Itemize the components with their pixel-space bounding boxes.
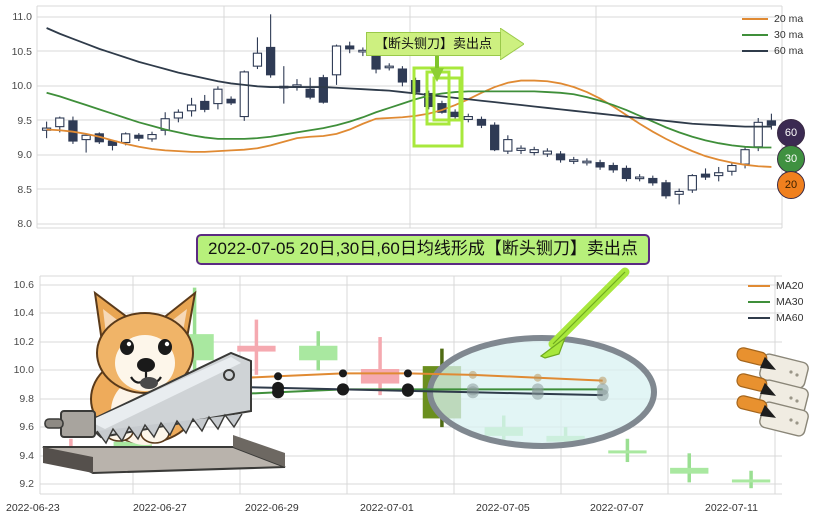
top-chart-grid <box>36 5 783 229</box>
sell-signal-tag-label: 【断头铡刀】卖出点 <box>366 32 502 56</box>
top-ma-lines-group <box>46 27 772 168</box>
ma20-legend-swatch-bottom <box>748 285 770 287</box>
top-ytick-10: 10.0 <box>11 80 32 92</box>
ma60-legend-swatch <box>742 50 768 52</box>
xtick-6: 2022-07-11 <box>705 502 758 514</box>
top-chart-legend: 20 ma 30 ma 60 ma <box>742 11 803 59</box>
corgi-guillotine-illustration <box>42 290 286 475</box>
xtick-4: 2022-07-05 <box>476 502 530 514</box>
bottom-ytick-98: 9.8 <box>19 393 34 405</box>
bottom-ytick-106: 10.6 <box>13 279 34 291</box>
ma20-legend-label: 20 ma <box>774 13 804 25</box>
cleaver-icon-ma20 <box>736 347 809 389</box>
ma30-legend-label: 30 ma <box>774 29 804 41</box>
ma30-legend-label-bottom: MA30 <box>776 296 804 308</box>
xtick-3: 2022-07-01 <box>360 502 414 514</box>
bottom-detail-panel: 10.6 10.4 10.2 10.0 9.8 9.6 9.4 9.2 MA20… <box>0 266 822 520</box>
signal-pointer-arrow-icon <box>539 267 630 359</box>
legend-item-ma60: 60 ma <box>742 43 803 59</box>
xtick-2: 2022-06-29 <box>245 502 299 514</box>
ma60-legend-label-bottom: MA60 <box>776 312 804 324</box>
cleaver-icon-ma60 <box>736 395 809 437</box>
cleaver-markers-group <box>736 347 809 437</box>
top-ytick-85: 8.5 <box>17 184 32 196</box>
top-ytick-11: 11.0 <box>12 11 32 23</box>
xtick-5: 2022-07-07 <box>590 502 644 514</box>
ma60-legend-label: 60 ma <box>774 45 804 57</box>
guillotine-cutter-icon <box>42 351 286 475</box>
xtick-0: 2022-06-23 <box>6 502 60 514</box>
top-candlestick-panel: 11.0 10.5 10.0 9.5 9.0 8.5 8.0 20 ma 30 … <box>0 0 822 232</box>
bottom-chart-legend: MA20 MA30 MA60 <box>748 278 803 326</box>
top-chart-svg <box>36 5 783 229</box>
ma60-legend-swatch-bottom <box>748 317 770 319</box>
legend-item-ma60-bottom: MA60 <box>748 310 803 326</box>
bottom-ytick-102: 10.2 <box>13 336 34 348</box>
bottom-ytick-96: 9.6 <box>19 421 34 433</box>
bottom-ytick-92: 9.2 <box>19 478 34 490</box>
bottom-ytick-94: 9.4 <box>19 450 34 462</box>
ma30-legend-swatch <box>742 34 768 36</box>
sell-signal-tag: 【断头铡刀】卖出点 <box>366 28 525 60</box>
top-ytick-95: 9.5 <box>17 115 32 127</box>
legend-item-ma20: 20 ma <box>742 11 803 27</box>
top-ytick-105: 10.5 <box>11 46 32 58</box>
legend-item-ma30-bottom: MA30 <box>748 294 803 310</box>
bottom-chart-grid <box>39 275 782 495</box>
top-candles-group <box>41 14 777 205</box>
top-ytick-9: 9.0 <box>17 149 32 161</box>
ma30-badge: 30 <box>777 145 805 173</box>
ma60-badge: 60 <box>777 119 805 147</box>
bottom-ytick-100: 10.0 <box>13 364 34 376</box>
xtick-1: 2022-06-27 <box>133 502 187 514</box>
ma20-legend-label-bottom: MA20 <box>776 280 804 292</box>
tag-arrow-head-icon <box>500 28 525 60</box>
ma20-legend-swatch <box>742 18 768 20</box>
sell-signal-banner: 2022-07-05 20日,30日,60日均线形成【断头铡刀】卖出点 <box>196 234 650 265</box>
top-ytick-8: 8.0 <box>17 218 32 230</box>
ma20-badge: 20 <box>777 171 805 199</box>
bottom-ytick-104: 10.4 <box>13 307 34 319</box>
legend-item-ma20-bottom: MA20 <box>748 278 803 294</box>
ma30-legend-swatch-bottom <box>748 301 770 303</box>
legend-item-ma30: 30 ma <box>742 27 803 43</box>
